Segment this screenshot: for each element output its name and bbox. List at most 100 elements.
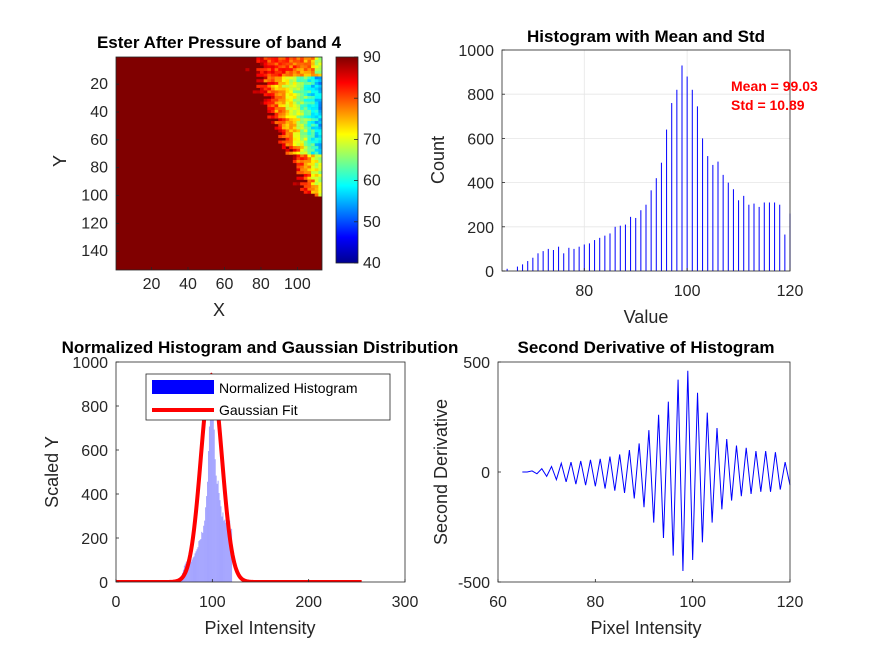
heatmap-cell [303,190,308,194]
normalized-histogram-bar [194,553,196,582]
heatmap-cell [318,104,322,108]
heatmap-cell [281,140,286,144]
heatmap-cell [311,168,316,172]
heatmap-cell [289,109,294,113]
heatmap-cell [314,154,319,158]
heatmap-cell [281,62,286,66]
heatmap-cell [289,123,294,127]
heatmap-cell [281,87,286,91]
histogram-bar [609,233,611,271]
heatmap-cell [303,176,308,180]
heatmap-cell [285,118,290,122]
heatmap-cell [296,168,301,172]
heatmap-cell [300,115,305,119]
heatmap-cell [311,118,316,122]
colorbar [335,56,359,264]
gaussian-legend: Normalized Histogram Gaussian Fit [145,373,391,421]
colorbar-tick-label: 60 [363,173,381,190]
histogram-bar [604,235,606,271]
heatmap-cell [314,134,319,139]
heatmap-cell [256,57,261,61]
normalized-histogram-bar [199,540,201,582]
heatmap-cell [303,182,308,186]
heatmap-cell [303,162,308,166]
heatmap-cell [285,93,290,97]
heatmap-cell [314,146,319,150]
heatmap-cell [292,143,297,147]
heatmap-cell [281,98,286,102]
heatmap-cell [292,151,297,155]
mean-annotation: Mean = 99.03 [731,78,818,94]
heatmap-cell [263,101,268,105]
heatmap-cell [303,146,308,150]
heatmap-x-label: X [213,300,225,320]
heatmap-cell [274,90,279,94]
heatmap-image [116,57,322,270]
heatmap-cell [292,79,297,83]
histogram-bar [655,178,657,271]
heatmap-cell [260,62,264,66]
heatmap-y-tick-label: 20 [90,76,108,93]
heatmap-cell [285,109,290,113]
heatmap-cell [307,90,312,94]
normalized-histogram-bar [208,426,210,582]
heatmap-cell [267,65,272,69]
heatmap-cell [296,73,301,77]
heatmap-cell [270,73,275,77]
heatmap-cell [303,93,308,97]
heatmap-cell [303,62,308,66]
heatmap-cell [274,87,279,91]
heatmap-cell [318,162,322,166]
histogram-x-tick-label: 120 [777,283,804,300]
heatmap-cell [311,98,316,102]
histogram-bar [743,195,745,271]
heatmap-cell [285,151,290,155]
normalized-histogram-bar [188,565,190,582]
heatmap-cell [314,73,319,77]
heatmap-cell [285,87,290,91]
heatmap-cell [281,134,286,139]
heatmap-cell [267,104,272,108]
heatmap-cell [300,162,305,166]
heatmap-cell [296,59,301,63]
heatmap-cell [303,65,308,69]
heatmap-cell [292,59,297,63]
heatmap-cell [263,87,268,91]
heatmap-cell [285,134,290,139]
gaussian-y-tick-label: 400 [81,487,108,504]
heatmap-cell [303,148,308,152]
heatmap-cell [289,70,294,75]
heatmap-cell [278,65,283,69]
histogram-bars [506,65,791,272]
heatmap-cell [296,140,301,144]
heatmap-cell [300,98,305,102]
heatmap-cell [300,87,305,91]
heatmap-cell [318,70,322,75]
heatmap-cell [300,104,305,108]
heatmap-cell [256,79,261,83]
heatmap-cell [307,176,312,180]
normalized-histogram-bar [207,481,209,582]
heatmap-cell [303,87,308,91]
heatmap-cell [263,70,268,75]
heatmap-cell [303,185,308,189]
heatmap-cell [307,190,312,194]
heatmap-cell [300,79,305,83]
heatmap-cell [314,185,319,189]
heatmap-cell [296,112,301,116]
histogram-bar [522,264,524,271]
derivative-x-tick-label: 80 [586,594,604,611]
normalized-histogram-bar [230,548,232,582]
heatmap-cell [303,98,308,102]
heatmap-cell [267,98,272,102]
heatmap-cell [270,95,275,100]
heatmap-cell [296,107,301,111]
heatmap-cell [300,160,305,164]
histogram-bar [640,210,642,271]
heatmap-cell [296,182,301,186]
heatmap-cell [292,107,297,111]
heatmap-cell [267,68,272,72]
heatmap-cell [256,90,261,94]
heatmap-cell [274,84,279,88]
heatmap-cell [300,65,305,69]
